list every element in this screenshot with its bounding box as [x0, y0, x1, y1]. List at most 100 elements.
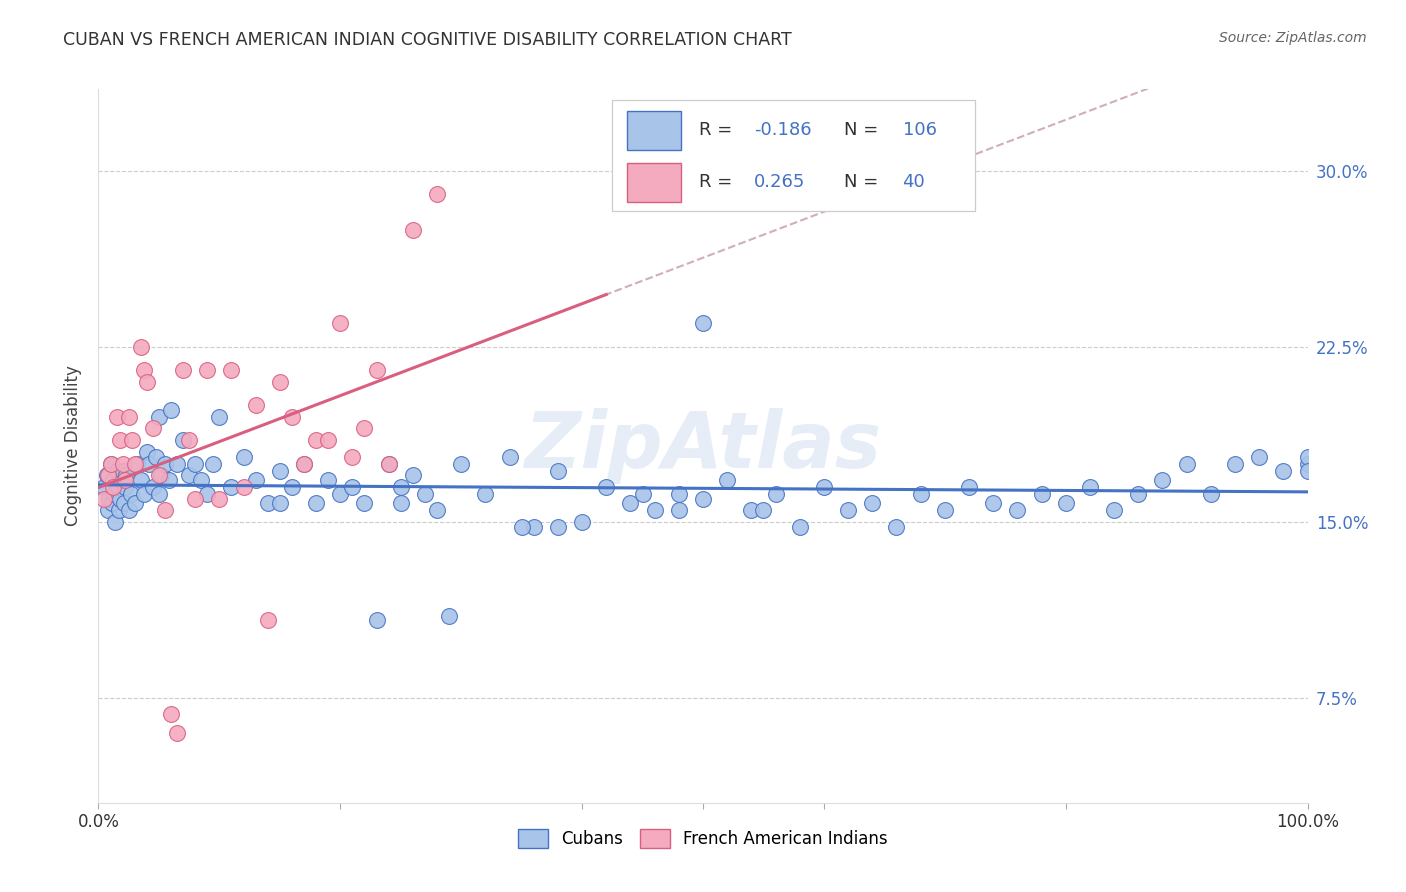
Point: [402, 222, 425, 236]
Point: [101, 473, 124, 487]
Point: [110, 473, 132, 487]
Point: [100, 496, 122, 510]
Point: [202, 457, 225, 471]
Point: [547, 519, 569, 533]
Text: Source: ZipAtlas.com: Source: ZipAtlas.com: [1219, 31, 1367, 45]
Point: [127, 457, 149, 471]
Point: [108, 433, 131, 447]
Point: [134, 487, 156, 501]
Point: [619, 496, 641, 510]
Point: [112, 496, 135, 510]
Point: [305, 496, 328, 510]
Point: [1296, 464, 1319, 478]
Point: [172, 433, 194, 447]
Point: [752, 503, 775, 517]
Point: [860, 496, 883, 510]
Point: [256, 613, 278, 627]
Point: [595, 480, 617, 494]
Text: ZipAtlas: ZipAtlas: [524, 408, 882, 484]
Point: [195, 487, 218, 501]
Point: [426, 187, 449, 202]
Point: [1054, 496, 1077, 510]
Point: [668, 487, 690, 501]
Point: [107, 480, 129, 494]
Point: [510, 519, 533, 533]
Point: [1175, 457, 1198, 471]
Point: [292, 457, 315, 471]
Point: [269, 375, 291, 389]
Point: [114, 480, 136, 494]
Point: [160, 402, 183, 417]
Point: [692, 316, 714, 330]
Point: [124, 496, 146, 510]
Point: [195, 363, 218, 377]
Point: [547, 464, 569, 478]
Point: [389, 496, 412, 510]
Point: [366, 613, 388, 627]
Point: [97, 503, 120, 517]
Point: [571, 515, 593, 529]
Point: [96, 468, 118, 483]
Point: [886, 519, 908, 533]
Point: [108, 491, 131, 506]
Point: [160, 706, 183, 721]
Legend: Cubans, French American Indians: Cubans, French American Indians: [512, 822, 894, 855]
Point: [437, 608, 460, 623]
Point: [716, 473, 738, 487]
Point: [256, 496, 278, 510]
Point: [184, 491, 207, 506]
Point: [153, 503, 176, 517]
Point: [837, 503, 859, 517]
Point: [402, 468, 425, 483]
Point: [281, 480, 304, 494]
Point: [142, 421, 165, 435]
Point: [135, 445, 157, 459]
Point: [631, 487, 654, 501]
Point: [1249, 450, 1271, 464]
Point: [124, 457, 146, 471]
Point: [111, 464, 134, 478]
Point: [114, 473, 136, 487]
Point: [129, 473, 152, 487]
Point: [138, 457, 160, 471]
Point: [342, 450, 364, 464]
Point: [329, 487, 352, 501]
Point: [281, 409, 304, 424]
Point: [245, 398, 267, 412]
Point: [413, 487, 436, 501]
Point: [184, 457, 207, 471]
Point: [377, 457, 399, 471]
Point: [153, 457, 176, 471]
Point: [353, 421, 375, 435]
Point: [148, 468, 170, 483]
Point: [129, 340, 152, 354]
Point: [108, 503, 131, 517]
Point: [1128, 487, 1150, 501]
Point: [166, 725, 188, 739]
Point: [150, 468, 173, 483]
Point: [1152, 473, 1174, 487]
Point: [668, 503, 690, 517]
Point: [118, 503, 141, 517]
Point: [1078, 480, 1101, 494]
Point: [93, 480, 115, 494]
Point: [179, 468, 201, 483]
Point: [316, 433, 339, 447]
Point: [120, 487, 142, 501]
Point: [498, 450, 520, 464]
Point: [765, 487, 787, 501]
Point: [1199, 487, 1222, 501]
Point: [190, 473, 212, 487]
Point: [813, 480, 835, 494]
Point: [426, 503, 449, 517]
Point: [450, 457, 472, 471]
Point: [121, 433, 143, 447]
Point: [789, 519, 811, 533]
Point: [148, 487, 170, 501]
Point: [105, 409, 128, 424]
Point: [692, 491, 714, 506]
Point: [523, 519, 546, 533]
Point: [1223, 457, 1246, 471]
Point: [100, 457, 122, 471]
Point: [644, 503, 666, 517]
